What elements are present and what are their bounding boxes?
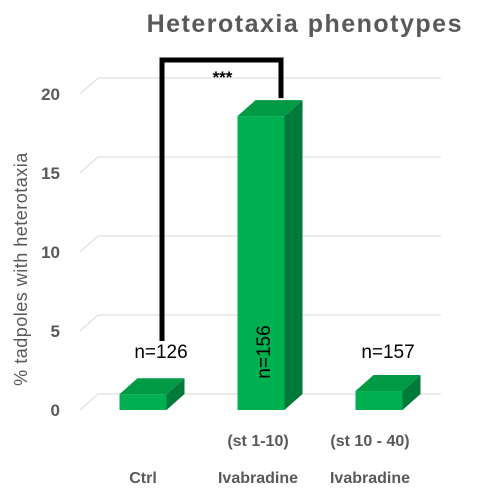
bar-top	[119, 378, 185, 395]
bar	[237, 100, 303, 411]
bar-top	[237, 100, 303, 117]
x-category-sublabel: (st 10 - 40)	[330, 433, 409, 450]
significance-label: ***	[213, 68, 233, 87]
x-axis-labels: Ctrl (st 1-10) Ivabradine (st 10 - 40) Ivabr…	[129, 433, 410, 487]
gridline	[79, 77, 441, 95]
significance-bracket: ***	[159, 57, 284, 341]
gridline	[79, 314, 441, 332]
bar	[119, 378, 185, 410]
significance-line	[159, 57, 284, 341]
n-label-ivabradine-st1-10: n=156	[254, 325, 275, 378]
bar-side	[284, 100, 303, 411]
gridline	[79, 235, 441, 253]
y-tick-label: 15	[41, 164, 60, 183]
chart-title: Heterotaxia phenotypes	[146, 10, 463, 38]
gridline	[79, 156, 441, 174]
x-category-label: Ctrl	[129, 470, 157, 487]
n-label-ivabradine-st10-40: n=157	[361, 342, 414, 363]
n-labels: n=126 n=156 n=157	[134, 325, 414, 378]
bar	[355, 375, 421, 410]
y-tick-label: 5	[51, 322, 60, 341]
n-label-ctrl: n=126	[134, 342, 187, 363]
bar-front	[119, 394, 167, 410]
x-category-label: Ivabradine	[218, 470, 298, 487]
gridlines	[79, 77, 441, 411]
y-tick-label: 10	[41, 243, 60, 262]
x-category-label: Ivabradine	[330, 470, 410, 487]
bar-top	[355, 375, 421, 392]
y-axis-ticks: 0 5 10 15 20	[41, 85, 60, 420]
bar-side	[166, 378, 185, 410]
x-category-sublabel: (st 1-10)	[227, 433, 288, 450]
bar-front	[237, 116, 285, 411]
bar-side	[402, 375, 421, 410]
bars	[119, 100, 421, 411]
bar-front	[355, 391, 403, 410]
gridline	[79, 393, 441, 411]
y-axis-label: % tadpoles with heterotaxia	[11, 152, 31, 386]
y-tick-label: 20	[41, 85, 60, 104]
y-tick-label: 0	[51, 401, 60, 420]
